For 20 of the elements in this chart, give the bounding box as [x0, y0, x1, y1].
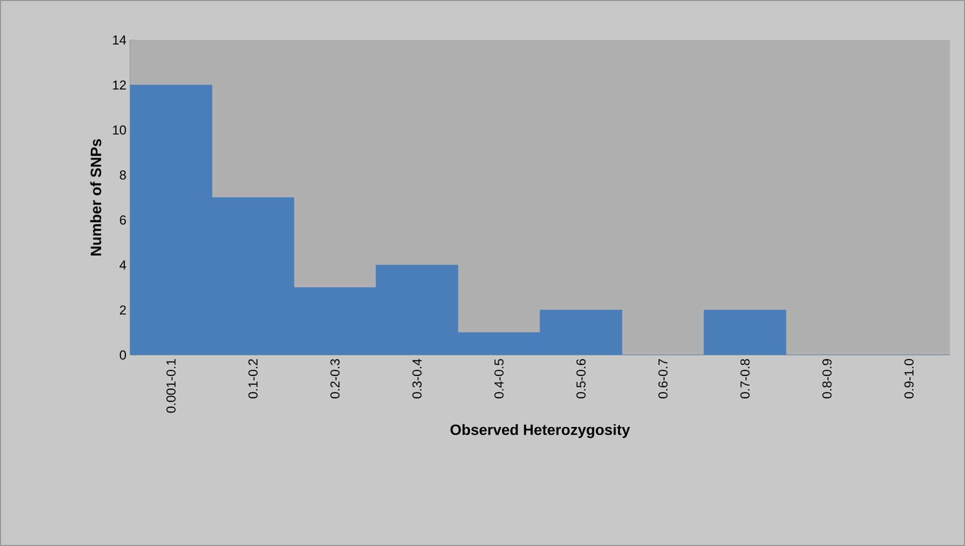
x-tick-label: 0.5-0.6	[576, 359, 586, 398]
x-tick-label: 0.3-0.4	[412, 358, 422, 398]
y-tick-label: 10	[113, 125, 126, 135]
x-tick-label: 0.001-0.1	[166, 359, 176, 413]
x-tick-label: 0.8-0.9	[822, 359, 832, 398]
x-axis-title: Observed Heterozygosity	[450, 424, 630, 438]
y-tick-label: 0	[120, 350, 126, 360]
x-tick-label: 0.9-1.0	[904, 359, 914, 398]
x-tick-label: 0.1-0.2	[248, 359, 258, 398]
y-tick-label: 6	[120, 215, 126, 225]
x-tick-label: 0.2-0.3	[330, 359, 340, 398]
x-tick-label: 0.4-0.5	[494, 359, 504, 398]
y-tick-label: 8	[120, 170, 126, 180]
x-tick-label: 0.7-0.8	[740, 359, 750, 398]
y-tick-label: 2	[120, 305, 126, 315]
x-tick-label: 0.6-0.7	[658, 359, 668, 398]
y-tick-label: 14	[113, 36, 126, 44]
y-axis-title: Number of SNPs	[90, 139, 102, 256]
y-tick-label: 12	[113, 80, 126, 90]
y-tick-label: 4	[120, 260, 126, 270]
